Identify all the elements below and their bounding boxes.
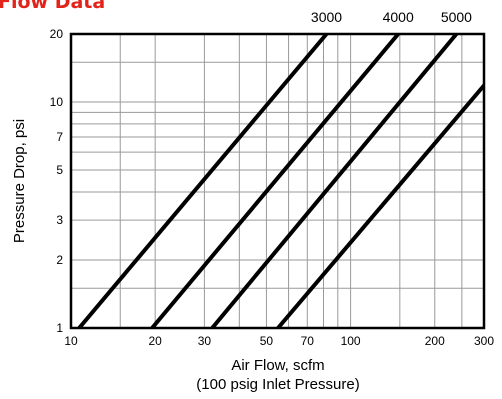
- x-axis-subtitle: (100 psig Inlet Pressure): [196, 376, 359, 393]
- series-line-5000: [210, 34, 458, 328]
- series-label-4000: 4000: [383, 9, 414, 25]
- x-tick-label: 300: [474, 334, 494, 348]
- y-axis-title: Pressure Drop, psi: [11, 119, 28, 243]
- series-label-5000: 5000: [441, 9, 472, 25]
- x-tick-labels: 10 20 30 50 70 100 200 300: [64, 334, 494, 348]
- y-tick-label: 2: [56, 253, 63, 267]
- series-line-6000: [276, 82, 484, 328]
- plot-frame: [69, 32, 486, 330]
- x-tick-label: 10: [64, 334, 78, 348]
- x-tick-label: 50: [260, 334, 274, 348]
- y-tick-label: 10: [50, 95, 64, 109]
- series-line-3000: [77, 34, 329, 328]
- series-lines: [77, 34, 484, 328]
- y-tick-label: 1: [56, 321, 63, 335]
- x-tick-label: 70: [301, 334, 315, 348]
- series-line-4000: [150, 34, 400, 328]
- y-tick-label: 5: [56, 163, 63, 177]
- y-tick-label: 20: [50, 27, 64, 41]
- y-tick-labels: 1 2 3 5 7 10 20: [50, 27, 64, 335]
- series-labels: 3000400050006000: [311, 9, 472, 25]
- y-tick-label: 3: [56, 213, 63, 227]
- x-tick-label: 30: [198, 334, 212, 348]
- x-tick-label: 20: [148, 334, 162, 348]
- x-axis-title: Air Flow, scfm: [231, 357, 324, 374]
- x-tick-label: 200: [425, 334, 445, 348]
- y-tick-label: 7: [56, 130, 63, 144]
- series-label-3000: 3000: [311, 9, 342, 25]
- x-tick-label: 100: [341, 334, 361, 348]
- chart-title: Flow Data: [0, 0, 106, 13]
